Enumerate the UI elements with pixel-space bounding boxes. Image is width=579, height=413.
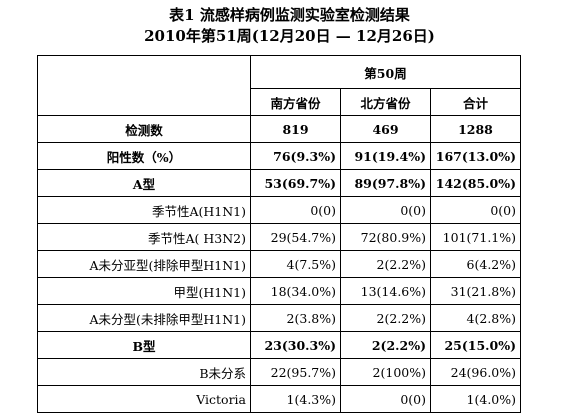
cell-north: 91(19.4%) — [340, 142, 431, 170]
cell-total: 142(85.0%) — [430, 169, 521, 197]
table-header-week-row: 第50周 — [37, 55, 521, 116]
cell-south: 53(69.7%) — [250, 169, 341, 197]
cell-total: 167(13.0%) — [430, 142, 521, 170]
table-row-victoria: Victoria 1(4.3%) 0(0) 1(4.0%) — [37, 385, 521, 413]
cell-south: 819 — [250, 115, 341, 143]
table-row-type-b: B型 23(30.3%) 2(2.2%) 25(15.0%) — [37, 331, 521, 359]
table-header-columns-row: 南方省份 北方省份 合计 — [38, 88, 521, 116]
row-label: B未分系 — [37, 358, 251, 386]
row-label: 甲型(H1N1) — [37, 277, 251, 305]
row-label: B型 — [37, 331, 251, 359]
table-row-tested: 检测数 819 469 1288 — [37, 115, 521, 143]
header-north: 北方省份 — [340, 88, 431, 116]
row-label: 阳性数（%） — [37, 142, 251, 170]
cell-south: 29(54.7%) — [250, 223, 341, 251]
cell-south: 4(7.5%) — [250, 250, 341, 278]
cell-total: 0(0) — [430, 196, 521, 224]
table-row-h1n1-seasonal: 季节性A(H1N1) 0(0) 0(0) 0(0) — [37, 196, 521, 224]
cell-south: 2(3.8%) — [250, 304, 341, 332]
cell-south: 22(95.7%) — [250, 358, 341, 386]
table-row-type-a: A型 53(69.7%) 89(97.8%) 142(85.0%) — [37, 169, 521, 197]
cell-north: 0(0) — [340, 196, 431, 224]
cell-north: 2(2.2%) — [340, 331, 431, 359]
table-row-positive: 阳性数（%） 76(9.3%) 91(19.4%) 167(13.0%) — [37, 142, 521, 170]
header-week: 第50周 — [250, 55, 521, 89]
cell-south: 23(30.3%) — [250, 331, 341, 359]
header-total: 合计 — [430, 88, 521, 116]
table-row-a-unsubtyped-excl: A未分亚型(排除甲型H1N1) 4(7.5%) 2(2.2%) 6(4.2%) — [37, 250, 521, 278]
surveillance-table: 第50周 南方省份 北方省份 合计 检测数 819 469 1288 阳性数（%… — [37, 55, 521, 413]
cell-south: 0(0) — [250, 196, 341, 224]
table-row-h3n2-seasonal: 季节性A( H3N2) 29(54.7%) 72(80.9%) 101(71.1… — [37, 223, 521, 251]
cell-total: 6(4.2%) — [430, 250, 521, 278]
row-label: A未分亚型(排除甲型H1N1) — [37, 250, 251, 278]
table-row-a-untyped-incl: A未分型(未排除甲型H1N1) 2(3.8%) 2(2.2%) 4(2.8%) — [37, 304, 521, 332]
header-south: 南方省份 — [250, 88, 341, 116]
cell-total: 1288 — [430, 115, 521, 143]
cell-total: 4(2.8%) — [430, 304, 521, 332]
cell-north: 469 — [340, 115, 431, 143]
cell-total: 24(96.0%) — [430, 358, 521, 386]
row-label: Victoria — [37, 385, 251, 413]
table-row-pandemic-h1n1: 甲型(H1N1) 18(34.0%) 13(14.6%) 31(21.8%) — [37, 277, 521, 305]
cell-north: 13(14.6%) — [340, 277, 431, 305]
cell-north: 2(2.2%) — [340, 250, 431, 278]
table-row-b-unlineaged: B未分系 22(95.7%) 2(100%) 24(96.0%) — [37, 358, 521, 386]
cell-total: 31(21.8%) — [430, 277, 521, 305]
cell-north: 0(0) — [340, 385, 431, 413]
cell-north: 72(80.9%) — [340, 223, 431, 251]
row-label: 检测数 — [37, 115, 251, 143]
cell-total: 25(15.0%) — [430, 331, 521, 359]
cell-north: 2(100%) — [340, 358, 431, 386]
table-subtitle: 2010年第51周(12月20日 — 12月26日) — [144, 27, 435, 45]
cell-total: 101(71.1%) — [430, 223, 521, 251]
cell-total: 1(4.0%) — [430, 385, 521, 413]
cell-north: 89(97.8%) — [340, 169, 431, 197]
row-label: A型 — [37, 169, 251, 197]
cell-south: 76(9.3%) — [250, 142, 341, 170]
cell-north: 2(2.2%) — [340, 304, 431, 332]
row-label: 季节性A( H3N2) — [37, 223, 251, 251]
row-label: A未分型(未排除甲型H1N1) — [37, 304, 251, 332]
cell-south: 1(4.3%) — [250, 385, 341, 413]
table-title: 表1 流感样病例监测实验室检测结果 — [169, 6, 410, 24]
row-label: 季节性A(H1N1) — [37, 196, 251, 224]
cell-south: 18(34.0%) — [250, 277, 341, 305]
header-blank-cell — [37, 55, 251, 116]
